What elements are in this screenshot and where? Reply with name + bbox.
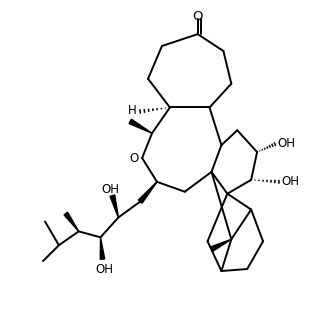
Text: H: H <box>127 104 136 117</box>
Polygon shape <box>110 195 118 217</box>
Polygon shape <box>64 212 79 232</box>
Polygon shape <box>138 182 157 203</box>
Text: OH: OH <box>281 175 299 188</box>
Text: O: O <box>129 152 138 165</box>
Text: OH: OH <box>95 262 114 276</box>
Text: OH: OH <box>101 183 119 196</box>
Polygon shape <box>100 237 105 259</box>
Polygon shape <box>129 119 152 133</box>
Text: OH: OH <box>277 137 295 150</box>
Polygon shape <box>210 239 231 251</box>
Text: O: O <box>193 10 203 23</box>
